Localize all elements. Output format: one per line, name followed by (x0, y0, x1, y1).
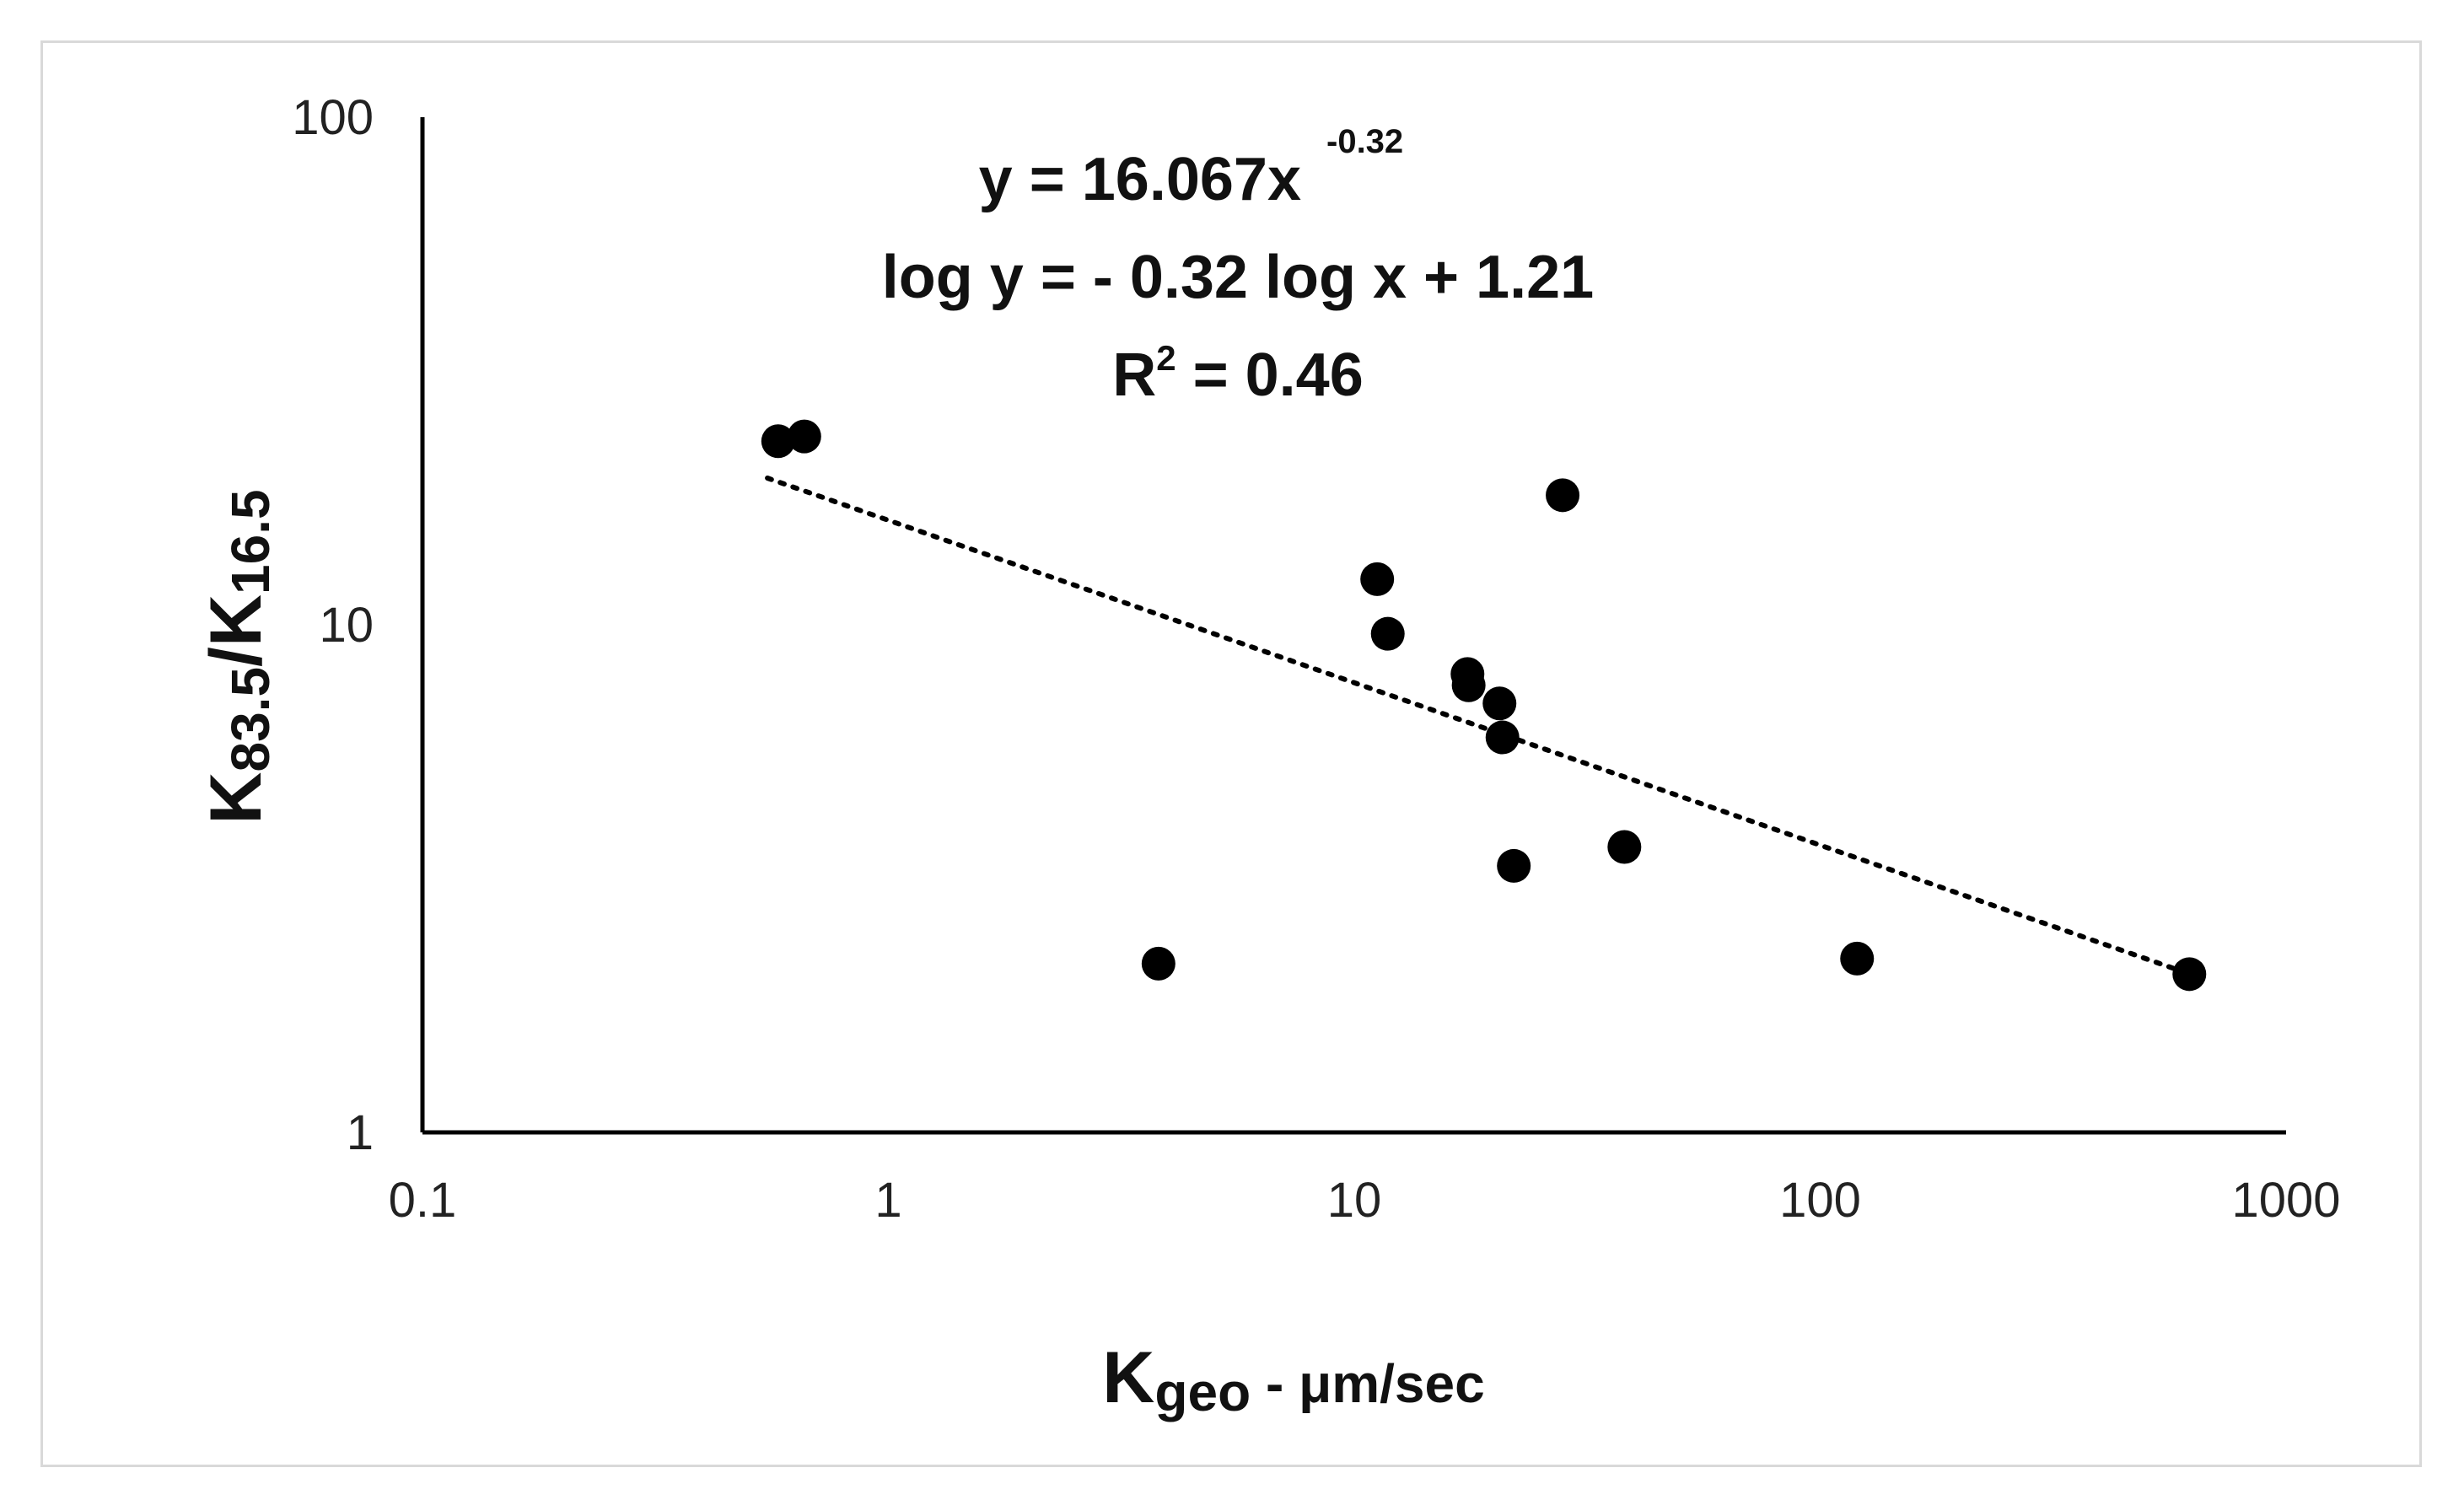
data-point (1482, 686, 1517, 721)
data-point (1360, 562, 1395, 596)
y-tick-label: 100 (292, 90, 374, 145)
data-point (1546, 478, 1580, 513)
axes (420, 117, 2286, 1135)
y-tick-labels: 1 10 100 (292, 90, 374, 1160)
scatter-chart: 0.1 1 10 100 1000 1 10 100 y = 16.067x -0.32 l… (196, 90, 2341, 1422)
data-point (1840, 941, 1875, 976)
x-tick-label: 100 (1779, 1173, 1861, 1228)
chart-frame: 0.1 1 10 100 1000 1 10 100 y = 16.067x -0.32 l… (40, 40, 2422, 1467)
data-point (1485, 720, 1520, 755)
equation-exponent: -0.32 (1326, 123, 1403, 160)
x-tick-label: 1 (874, 1173, 901, 1228)
data-point (1607, 830, 1642, 864)
x-tick-labels: 0.1 1 10 100 1000 (389, 1173, 2341, 1228)
data-point (1451, 668, 1486, 702)
data-point (1497, 848, 1531, 883)
data-points (761, 419, 2207, 992)
x-axis-label: Kgeo - μm/sec (1102, 1337, 1484, 1422)
equation-line-3: R2 = 0.46 (1112, 338, 1364, 409)
data-point (1370, 616, 1405, 651)
y-tick-label: 10 (319, 598, 374, 653)
trend-equation: y = 16.067x -0.32 log y = - 0.32 log x +… (882, 123, 1594, 409)
x-tick-label: 10 (1327, 1173, 1382, 1228)
data-point (787, 419, 821, 454)
equation-line-2: log y = - 0.32 log x + 1.21 (882, 244, 1594, 311)
x-tick-label: 0.1 (389, 1173, 457, 1228)
equation-line-1: y = 16.067x (979, 146, 1301, 213)
data-point (2172, 957, 2207, 992)
y-axis-label: K83.5/K16.5 (196, 489, 281, 824)
y-tick-label: 1 (347, 1105, 374, 1160)
x-tick-label: 1000 (2231, 1173, 2340, 1228)
trend-line (765, 476, 2192, 976)
data-point (1141, 946, 1176, 981)
data-point (761, 424, 795, 459)
